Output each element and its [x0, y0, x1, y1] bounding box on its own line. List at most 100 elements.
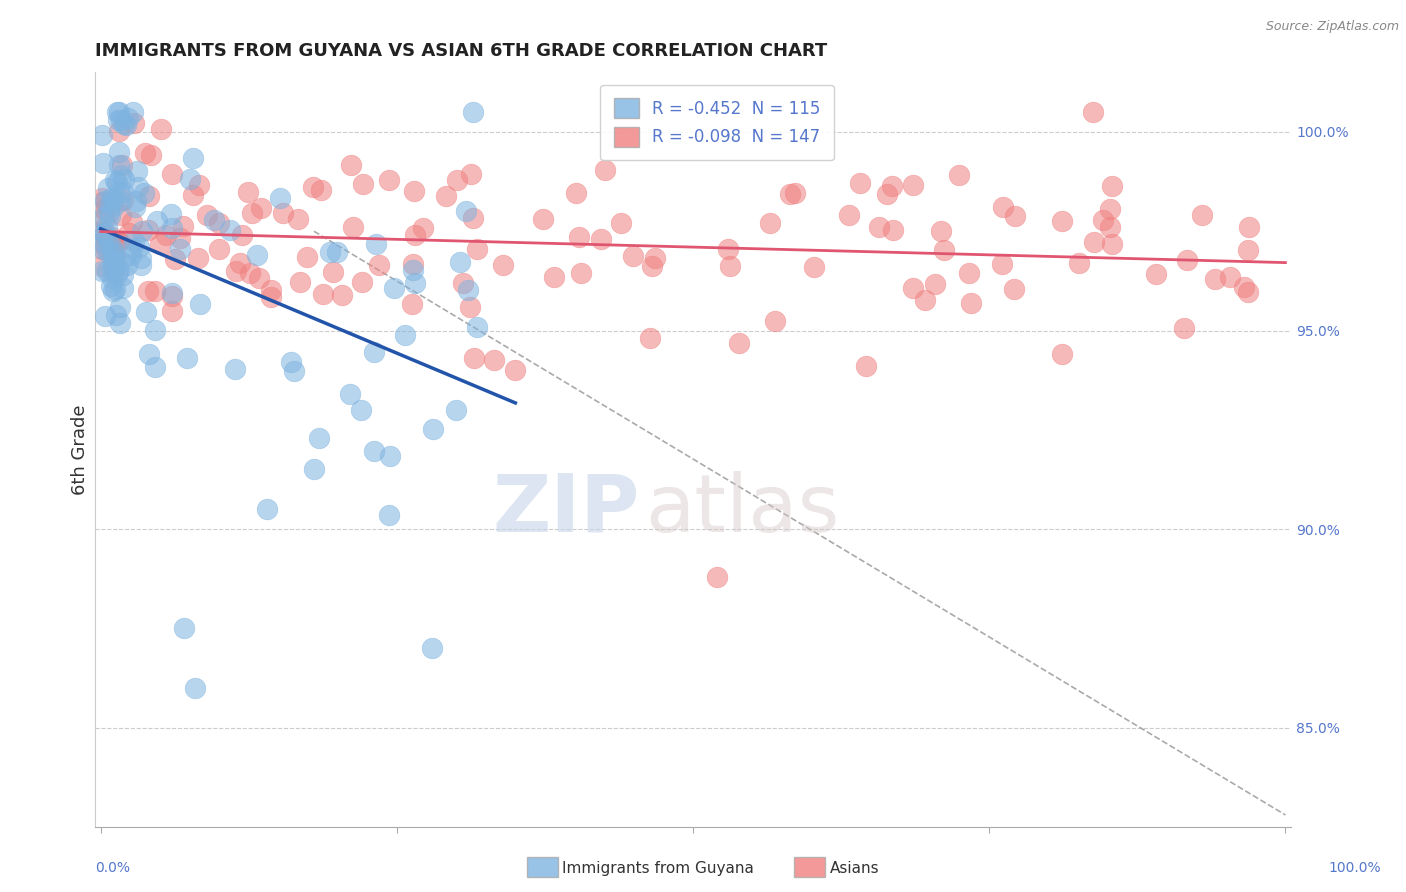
Point	[225, 264, 247, 278]
Point	[104, 173, 127, 187]
Point	[591, 232, 613, 246]
Point	[412, 220, 434, 235]
Point	[134, 145, 156, 160]
Point	[103, 264, 125, 278]
Text: Source: ZipAtlas.com: Source: ZipAtlas.com	[1265, 20, 1399, 33]
Point	[127, 179, 149, 194]
Point	[404, 277, 426, 291]
Point	[1101, 236, 1123, 251]
Point	[339, 386, 361, 401]
Point	[260, 290, 283, 304]
Point	[758, 215, 780, 229]
Point	[240, 205, 263, 219]
Point	[231, 227, 253, 242]
Point	[461, 105, 484, 120]
Point	[610, 216, 633, 230]
Point	[110, 112, 132, 127]
Point	[138, 189, 160, 203]
Point	[461, 211, 484, 225]
Point	[914, 293, 936, 307]
Point	[1002, 281, 1025, 295]
Point	[238, 186, 260, 200]
Point	[312, 286, 335, 301]
Point	[91, 259, 114, 273]
Point	[644, 251, 666, 265]
Point	[160, 289, 183, 303]
Point	[342, 219, 364, 234]
Point	[132, 186, 155, 200]
Point	[422, 422, 444, 436]
Point	[460, 168, 482, 182]
Point	[779, 186, 801, 201]
Point	[93, 202, 115, 216]
Point	[384, 281, 406, 295]
Point	[104, 249, 127, 263]
Point	[260, 283, 283, 297]
Point	[110, 207, 132, 221]
Point	[706, 570, 728, 584]
Point	[94, 226, 117, 240]
Point	[160, 221, 183, 235]
Point	[181, 152, 204, 166]
Point	[100, 246, 122, 260]
Point	[172, 219, 194, 234]
Point	[882, 223, 904, 237]
Point	[110, 168, 132, 182]
Point	[1083, 235, 1105, 249]
Point	[402, 263, 425, 277]
Point	[932, 243, 955, 257]
Point	[96, 219, 118, 233]
Point	[308, 432, 330, 446]
Legend: R = -0.452  N = 115, R = -0.098  N = 147: R = -0.452 N = 115, R = -0.098 N = 147	[600, 85, 834, 161]
Point	[149, 237, 172, 252]
Text: atlas: atlas	[645, 471, 839, 549]
Point	[90, 224, 112, 238]
Text: Asians: Asians	[830, 862, 879, 876]
Point	[1236, 285, 1258, 299]
Point	[876, 186, 898, 201]
Point	[352, 177, 374, 191]
Point	[184, 681, 207, 695]
Point	[363, 443, 385, 458]
Point	[195, 208, 218, 222]
Point	[492, 258, 515, 272]
Point	[96, 264, 118, 278]
Point	[434, 188, 457, 202]
Point	[903, 178, 925, 192]
Point	[117, 258, 139, 272]
Point	[94, 309, 117, 323]
Point	[150, 122, 173, 136]
Point	[98, 196, 121, 211]
Point	[1175, 252, 1198, 267]
Point	[107, 234, 129, 248]
Point	[505, 363, 527, 377]
Point	[181, 187, 204, 202]
Point	[91, 242, 114, 256]
Point	[855, 359, 877, 373]
Point	[531, 212, 554, 227]
Point	[141, 148, 163, 162]
Point	[218, 223, 240, 237]
Point	[93, 237, 115, 252]
Point	[280, 355, 302, 369]
Point	[849, 176, 872, 190]
Point	[380, 449, 402, 463]
Point	[90, 227, 112, 242]
Point	[155, 228, 177, 243]
Point	[125, 194, 148, 209]
Point	[718, 259, 741, 273]
Point	[108, 235, 131, 250]
Point	[444, 403, 467, 417]
Point	[108, 158, 131, 172]
Point	[90, 128, 112, 142]
Point	[115, 118, 138, 132]
Point	[565, 186, 588, 200]
Point	[309, 183, 332, 197]
Point	[728, 336, 751, 351]
Point	[105, 309, 128, 323]
Point	[110, 254, 132, 268]
Point	[638, 331, 661, 345]
Point	[188, 297, 211, 311]
Point	[100, 191, 122, 205]
Point	[163, 252, 186, 266]
